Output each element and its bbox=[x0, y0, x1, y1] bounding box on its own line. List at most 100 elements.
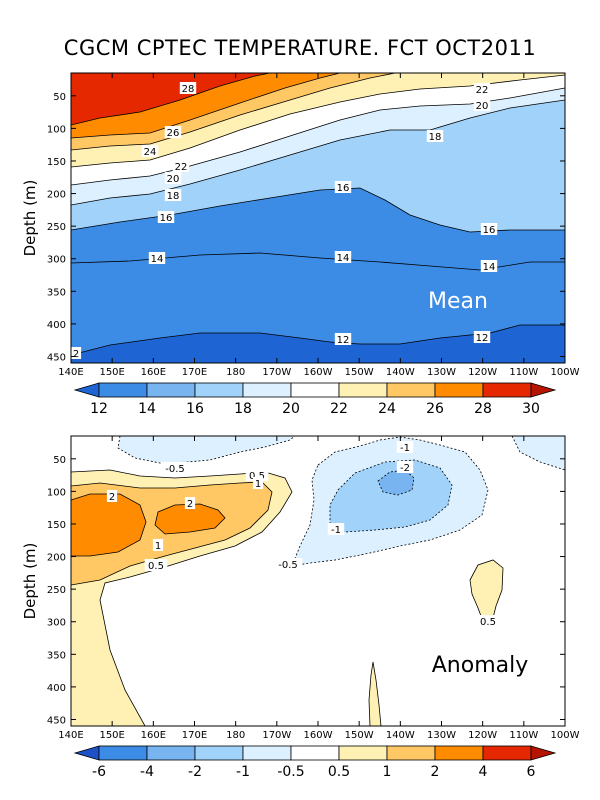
contour-label-bg bbox=[160, 462, 190, 474]
x-tick-label: 130W bbox=[427, 730, 456, 741]
chart-title: CGCM CPTEC TEMPERATURE. FCT OCT2011 bbox=[63, 36, 537, 60]
x-tick-label: 130W bbox=[427, 367, 456, 378]
x-tick-label: 170W bbox=[262, 730, 291, 741]
colorbar-label: 2 bbox=[431, 764, 440, 780]
colorbar-swatch bbox=[482, 745, 532, 761]
mean-fill-group bbox=[71, 73, 565, 363]
contour-label: -1 bbox=[331, 525, 341, 536]
contour-label: 12 bbox=[337, 335, 350, 346]
y-tick-label: 100 bbox=[47, 487, 66, 498]
anomaly-y-axis-label: Depth (m) bbox=[21, 543, 39, 620]
x-tick-label: 170E bbox=[182, 730, 207, 741]
contour-label: 20 bbox=[167, 174, 180, 185]
contour-label: 1 bbox=[255, 479, 261, 490]
x-tick-label: 160E bbox=[141, 730, 166, 741]
contour-label: -2 bbox=[400, 463, 410, 474]
contour-label-bg bbox=[334, 181, 352, 193]
colorbar-label: 0.5 bbox=[328, 764, 350, 780]
contour-label: 1 bbox=[155, 541, 161, 552]
colorbar-label: 20 bbox=[282, 401, 300, 417]
colorbar-label: 26 bbox=[426, 401, 444, 417]
contour-label-bg bbox=[473, 331, 491, 343]
contour-label: 16 bbox=[337, 183, 350, 194]
colorbar-label: 18 bbox=[234, 401, 252, 417]
contour-label: 16 bbox=[160, 213, 173, 224]
contour-label: -0.5 bbox=[278, 560, 298, 571]
anomaly-band-pos2-west bbox=[71, 494, 146, 556]
colorbar-label: 12 bbox=[90, 401, 108, 417]
mean-colorbar: 12 14 16 18 20 22 24 26 28 30 bbox=[73, 382, 557, 417]
colorbar-swatch bbox=[434, 745, 484, 761]
anomaly-band-neg2 bbox=[378, 470, 414, 495]
contour-label-bg bbox=[327, 523, 345, 535]
colorbar-label: 30 bbox=[522, 401, 540, 417]
y-tick-label: 250 bbox=[47, 585, 66, 596]
x-tick-label: 120W bbox=[468, 730, 497, 741]
x-tick-label: 100W bbox=[551, 730, 580, 741]
contour-label: 0.5 bbox=[249, 471, 265, 482]
anomaly-contour-pos2-west bbox=[71, 493, 147, 557]
y-tick-label: 50 bbox=[53, 455, 66, 466]
contour-label: 14 bbox=[337, 253, 350, 264]
anomaly-band-pos2-center bbox=[155, 504, 225, 534]
colorbar-label: 6 bbox=[527, 764, 536, 780]
x-tick-label: 160E bbox=[141, 367, 166, 378]
y-tick-label: 150 bbox=[47, 520, 66, 531]
colorbar-label: 14 bbox=[138, 401, 156, 417]
y-tick-label: 150 bbox=[47, 157, 66, 168]
x-tick-label: 170E bbox=[182, 367, 207, 378]
colorbar-low-triangle bbox=[73, 745, 100, 761]
contour-label: 0.5 bbox=[148, 561, 164, 572]
contour-label-bg bbox=[480, 223, 498, 235]
y-tick-label: 200 bbox=[47, 190, 66, 201]
contour-label-bg bbox=[396, 441, 414, 453]
y-tick-label: 400 bbox=[47, 320, 66, 331]
contour-label: 0.5 bbox=[480, 617, 496, 628]
anomaly-contour-pos05-east bbox=[469, 559, 504, 625]
anomaly-band-neg05-topleft bbox=[118, 436, 295, 464]
colorbar-label: -1 bbox=[236, 764, 250, 780]
contour-label: 16 bbox=[483, 225, 496, 236]
y-tick-label: 450 bbox=[47, 715, 66, 726]
contour-label-bg bbox=[396, 461, 414, 473]
anomaly-contour-pos05-spike bbox=[368, 661, 382, 726]
contour-label: 28 bbox=[182, 84, 195, 95]
contour-label: 20 bbox=[476, 101, 489, 112]
colorbar-swatch bbox=[194, 382, 244, 398]
contour-label: 2 bbox=[73, 349, 79, 360]
contour-label: 18 bbox=[429, 132, 442, 143]
contour-label-bg bbox=[480, 260, 498, 272]
contour-label: 2 bbox=[109, 492, 115, 503]
x-tick-label: 140W bbox=[386, 730, 415, 741]
contour-label: 24 bbox=[144, 147, 157, 158]
contour-label: 2 bbox=[187, 499, 193, 510]
x-tick-label: 170W bbox=[262, 367, 291, 378]
x-tick-label: 150E bbox=[99, 367, 124, 378]
contour-label: 14 bbox=[483, 262, 496, 273]
anomaly-contour-neg05-b bbox=[291, 436, 489, 567]
colorbar-swatch bbox=[386, 745, 436, 761]
colorbar-swatch bbox=[482, 382, 532, 398]
contour-label-bg bbox=[273, 558, 303, 570]
contour-label-bg bbox=[164, 126, 182, 138]
anomaly-contour-neg05-c bbox=[511, 436, 565, 471]
x-tick-label: 140E bbox=[58, 730, 83, 741]
mean-contour-18 bbox=[71, 99, 565, 206]
colorbar-label: -6 bbox=[92, 764, 106, 780]
contour-label-bg bbox=[141, 145, 159, 157]
y-tick-label: 250 bbox=[47, 222, 66, 233]
contour-label: 14 bbox=[151, 254, 164, 265]
contour-label-bg bbox=[334, 333, 352, 345]
y-tick-label: 350 bbox=[47, 650, 66, 661]
colorbar-high-triangle bbox=[530, 745, 557, 761]
anomaly-contour-neg05-a bbox=[117, 436, 296, 465]
x-tick-label: 120W bbox=[468, 367, 497, 378]
y-tick-label: 100 bbox=[47, 124, 66, 135]
colorbar-high-triangle bbox=[530, 382, 557, 398]
mean-y-axis-label: Depth (m) bbox=[21, 180, 39, 257]
contour-label-bg bbox=[70, 347, 82, 359]
mean-band-above-28 bbox=[71, 73, 270, 125]
y-tick-label: 300 bbox=[47, 255, 66, 266]
